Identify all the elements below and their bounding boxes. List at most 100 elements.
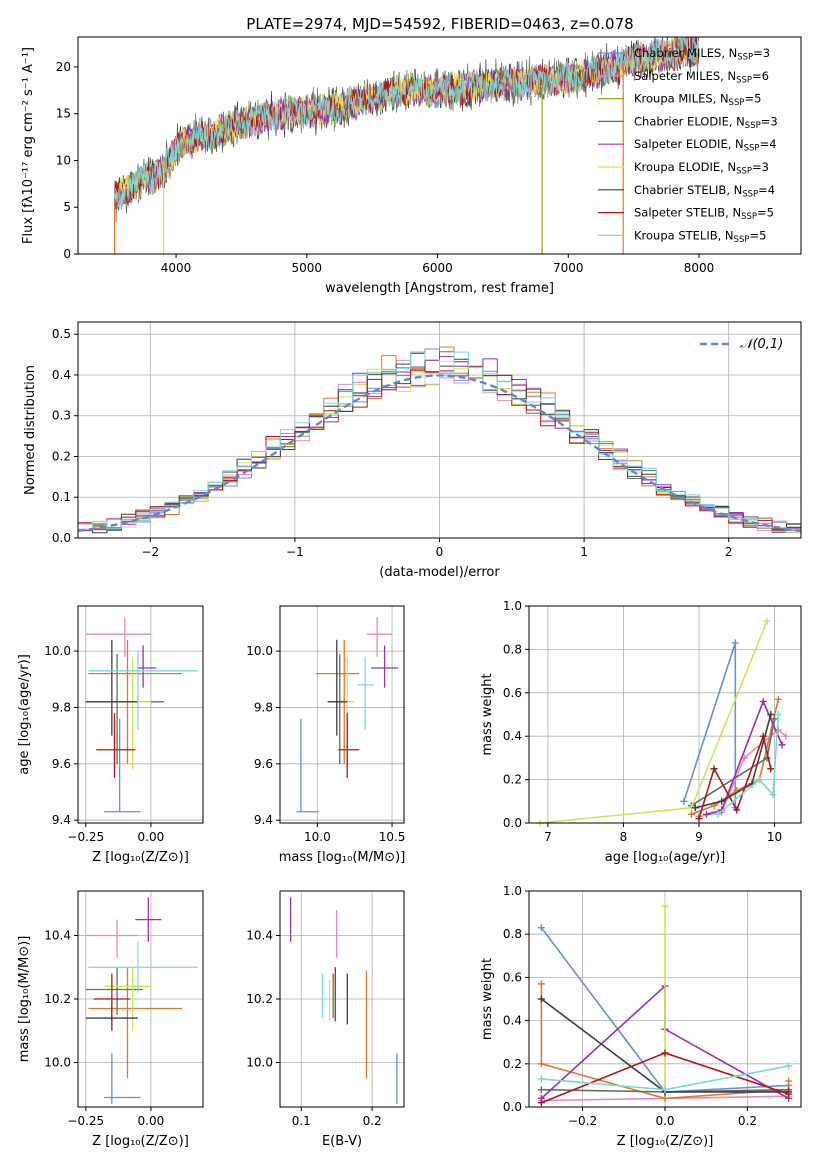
age-vs-Z-frame xyxy=(77,605,204,824)
mass-vs-Z-ytick-label-0: 10.0 xyxy=(44,1056,71,1070)
weight-vs-Z-frame xyxy=(528,890,802,1108)
legend-label-1: Salpeter MILES, NSSP=6 xyxy=(634,69,769,86)
weight-vs-age-marker-5-2 xyxy=(763,617,771,625)
legend-sub-6: SSP xyxy=(742,189,758,199)
legend-sub-5: SSP xyxy=(736,167,752,177)
weight-vs-age-ylabel: mass weight xyxy=(480,673,495,755)
age-vs-Z-ylabel: age [log₁₀(age/yr)] xyxy=(17,654,32,775)
mass-vs-Z-ylabel: mass [log₁₀(M/M⊙)] xyxy=(17,936,32,1063)
weight-vs-age-xtick-label-1: 8 xyxy=(620,830,628,844)
mass-vs-Z-ytick-label-1: 10.2 xyxy=(44,992,71,1006)
weight-vs-age-marker-1-4 xyxy=(782,732,790,740)
mass-vs-ebv-xlabel: E(B-V) xyxy=(322,1134,362,1149)
weight-vs-Z-ytick-label-5: 1.0 xyxy=(503,884,522,898)
spectrum-ylabel: Flux [fλ10⁻¹⁷ erg cm⁻² s⁻¹ A⁻¹] xyxy=(21,47,36,244)
age-vs-Z-ytick-label-0: 9.4 xyxy=(52,813,71,827)
legend-val-0: =3 xyxy=(753,46,770,60)
spectrum-ytick-label-4: 20 xyxy=(56,60,71,74)
weight-vs-Z-panel: −0.2 0.0 0.2 0.0 0.2 0.4 0.6 0.8 1.0 Z [log₁₀(Z/Z… xyxy=(480,884,802,1149)
age-vs-Z-xlabel: Z [log₁₀(Z/Z⊙)] xyxy=(92,850,189,865)
weight-vs-age-marker-2-4 xyxy=(774,695,782,703)
weight-vs-Z-marker-2-4 xyxy=(785,1077,793,1085)
weight-vs-age-xtick-label-2: 9 xyxy=(695,830,703,844)
spectrum-xtick-label-0: 4000 xyxy=(161,261,192,275)
mass-vs-Z-xlabel: Z [log₁₀(Z/Z⊙)] xyxy=(92,1134,189,1149)
weight-vs-age-marker-8-0 xyxy=(714,810,722,818)
spectrum-xlabel: wavelength [Angstrom, rest frame] xyxy=(325,281,554,296)
weight-vs-Z-marker-7-1 xyxy=(661,1049,669,1057)
legend-val-6: =4 xyxy=(758,183,775,197)
legend-label-7: Salpeter STELIB, NSSP=5 xyxy=(634,206,774,223)
residuals-ytick-label-0: 0.0 xyxy=(52,531,71,545)
legend-name-5: Kroupa ELODIE, N xyxy=(634,160,736,174)
residuals-xtick-label-2: 0 xyxy=(436,545,444,559)
residuals-ylabel: Normed distribution xyxy=(23,365,38,495)
weight-vs-Z-xtick-label-2: 0.2 xyxy=(738,1114,757,1128)
weight-vs-Z-marker-6-0 xyxy=(537,995,545,1003)
mass-vs-Z-frame xyxy=(77,890,204,1108)
mass-vs-ebv-xtick-label-1: 0.2 xyxy=(363,1114,382,1128)
legend-label-4: Salpeter ELODIE, NSSP=4 xyxy=(634,137,777,154)
residuals-ytick-label-3: 0.3 xyxy=(52,409,71,423)
weight-vs-age-ytick-label-5: 1.0 xyxy=(503,599,522,613)
legend-label-2: Kroupa MILES, NSSP=5 xyxy=(634,92,761,109)
age-vs-mass-ytick-label-3: 10.0 xyxy=(246,644,273,658)
mass-vs-Z-xtick-label-0: −0.25 xyxy=(67,1114,104,1128)
weight-vs-age-marker-4-2 xyxy=(759,697,767,705)
age-vs-Z-panel: −0.25 0.00 9.4 9.6 9.8 10.0 Z [log₁₀(Z/Z⊙)] age… xyxy=(17,605,204,865)
age-vs-Z-ytick-label-1: 9.6 xyxy=(52,757,71,771)
legend-sub-3: SSP xyxy=(745,121,761,131)
legend-label-6: Chabrier STELIB, NSSP=4 xyxy=(634,183,775,200)
weight-vs-age-marker-7-2 xyxy=(733,806,741,814)
weight-vs-age-marker-7-1 xyxy=(710,765,718,773)
spectrum-xtick-label-1: 5000 xyxy=(292,261,323,275)
gaussian-reference xyxy=(78,374,801,533)
weight-vs-Z-xlabel: Z [log₁₀(Z/Z⊙)] xyxy=(617,1134,714,1149)
legend-val-3: =3 xyxy=(761,114,778,128)
residuals-frame xyxy=(77,321,802,539)
legend-val-4: =4 xyxy=(760,137,777,151)
legend-label-5: Kroupa ELODIE, NSSP=3 xyxy=(634,160,769,177)
weight-vs-age-marker-7-3 xyxy=(759,732,767,740)
mass-vs-ebv-xtick-label-0: 0.1 xyxy=(292,1114,311,1128)
legend-sub-1: SSP xyxy=(736,75,752,85)
residuals-panel: −2 −1 0 1 2 0.0 0.1 0.2 0.3 0.4 0.5 (data-model)/er… xyxy=(23,321,802,580)
weight-vs-Z-marker-8-2 xyxy=(785,1062,793,1070)
legend-name-4: Salpeter ELODIE, N xyxy=(634,137,744,151)
mass-vs-ebv-ytick-label-2: 10.4 xyxy=(246,928,273,942)
weight-vs-age-marker-7-0 xyxy=(695,815,703,823)
age-vs-Z-xtick-label-1: 0.00 xyxy=(138,830,165,844)
legend-name-7: Salpeter STELIB, N xyxy=(634,206,741,220)
spectrum-ytick-label-0: 0 xyxy=(63,247,71,261)
weight-vs-Z-marker-5-1 xyxy=(661,902,669,910)
weight-vs-age-ytick-label-3: 0.6 xyxy=(503,686,522,700)
legend-val-7: =5 xyxy=(757,206,774,220)
weight-vs-age-marker-6-1 xyxy=(718,797,726,805)
weight-vs-age-frame xyxy=(528,605,802,824)
weight-vs-age-marker-4-3 xyxy=(778,741,786,749)
mass-vs-ebv-ytick-label-1: 10.2 xyxy=(246,992,273,1006)
weight-vs-Z-marker-3-0 xyxy=(537,1086,545,1094)
residuals-legend-label: 𝒩(0,1) xyxy=(740,337,783,352)
weight-vs-Z-ytick-label-0: 0.0 xyxy=(503,1100,522,1114)
residuals-xlabel: (data-model)/error xyxy=(379,565,500,580)
weight-vs-Z-marker-2-2 xyxy=(661,1094,669,1102)
spectrum-series-8 xyxy=(114,37,700,210)
weight-vs-Z-xtick-label-1: 0.0 xyxy=(655,1114,674,1128)
weight-vs-Z-ytick-label-3: 0.6 xyxy=(503,970,522,984)
residuals-ytick-label-5: 0.5 xyxy=(52,327,71,341)
mass-vs-Z-xtick-label-1: 0.00 xyxy=(138,1114,165,1128)
figure-title: PLATE=2974, MJD=54592, FIBERID=0463, z=0… xyxy=(246,15,633,33)
residual-hist-8 xyxy=(78,351,801,531)
weight-vs-age-marker-8-2 xyxy=(769,791,777,799)
age-vs-mass-xlabel: mass [log₁₀(M/M⊙)] xyxy=(279,850,406,865)
residuals-xtick-label-3: 1 xyxy=(580,545,588,559)
age-vs-mass-xtick-label-1: 10.5 xyxy=(379,830,406,844)
weight-vs-age-ytick-label-0: 0.0 xyxy=(503,816,522,830)
mass-vs-ebv-frame xyxy=(279,890,405,1108)
spectrum-xtick-label-2: 6000 xyxy=(422,261,453,275)
weight-vs-age-series-6 xyxy=(695,714,772,809)
legend-val-5: =3 xyxy=(752,160,769,174)
legend-val-1: =6 xyxy=(752,69,769,83)
spectrum-ytick-label-3: 15 xyxy=(56,107,71,121)
